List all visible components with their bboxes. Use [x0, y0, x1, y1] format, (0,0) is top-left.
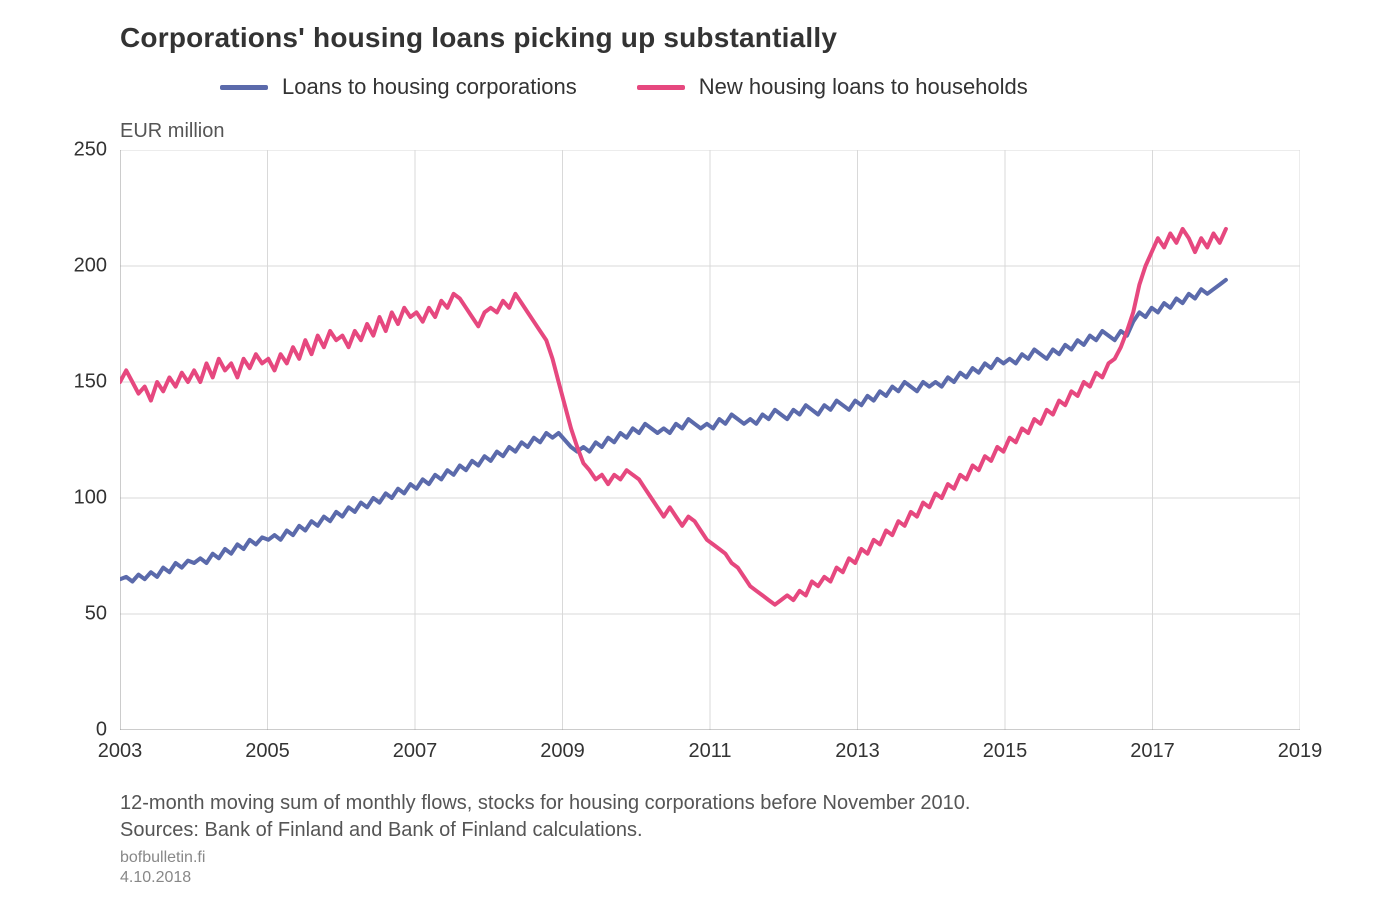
- credit-site: bofbulletin.fi: [120, 848, 205, 868]
- legend-label: Loans to housing corporations: [282, 74, 577, 100]
- legend-item-household-loans: New housing loans to households: [637, 74, 1028, 100]
- footer-note-line: Sources: Bank of Finland and Bank of Fin…: [120, 817, 970, 844]
- y-tick-label: 0: [47, 719, 107, 742]
- x-tick-label: 2019: [1278, 740, 1323, 763]
- legend-item-housing-corps: Loans to housing corporations: [220, 74, 577, 100]
- y-axis-label: EUR million: [120, 120, 224, 143]
- footer-credits: bofbulletin.fi 4.10.2018: [120, 848, 205, 888]
- x-tick-label: 2003: [98, 740, 143, 763]
- legend: Loans to housing corporations New housin…: [220, 74, 1028, 100]
- y-tick-label: 100: [47, 487, 107, 510]
- y-tick-label: 50: [47, 603, 107, 626]
- footer-note-line: 12-month moving sum of monthly flows, st…: [120, 790, 970, 817]
- plot-area: [120, 150, 1300, 730]
- y-tick-label: 200: [47, 255, 107, 278]
- legend-label: New housing loans to households: [699, 74, 1028, 100]
- chart-container: Corporations' housing loans picking up s…: [0, 0, 1377, 900]
- x-tick-label: 2013: [835, 740, 880, 763]
- x-tick-label: 2017: [1130, 740, 1175, 763]
- gridlines: [120, 150, 1300, 730]
- x-tick-label: 2005: [245, 740, 290, 763]
- x-tick-label: 2015: [983, 740, 1028, 763]
- x-tick-label: 2009: [540, 740, 585, 763]
- y-tick-label: 250: [47, 139, 107, 162]
- legend-swatch: [637, 85, 685, 90]
- series-new-housing-loans-households: [120, 229, 1226, 605]
- y-tick-label: 150: [47, 371, 107, 394]
- series-loans-to-housing-corps: [120, 280, 1226, 582]
- credit-date: 4.10.2018: [120, 868, 205, 888]
- footer-notes: 12-month moving sum of monthly flows, st…: [120, 790, 970, 844]
- legend-swatch: [220, 85, 268, 90]
- x-tick-label: 2007: [393, 740, 438, 763]
- chart-title: Corporations' housing loans picking up s…: [120, 22, 837, 54]
- x-tick-label: 2011: [688, 740, 731, 763]
